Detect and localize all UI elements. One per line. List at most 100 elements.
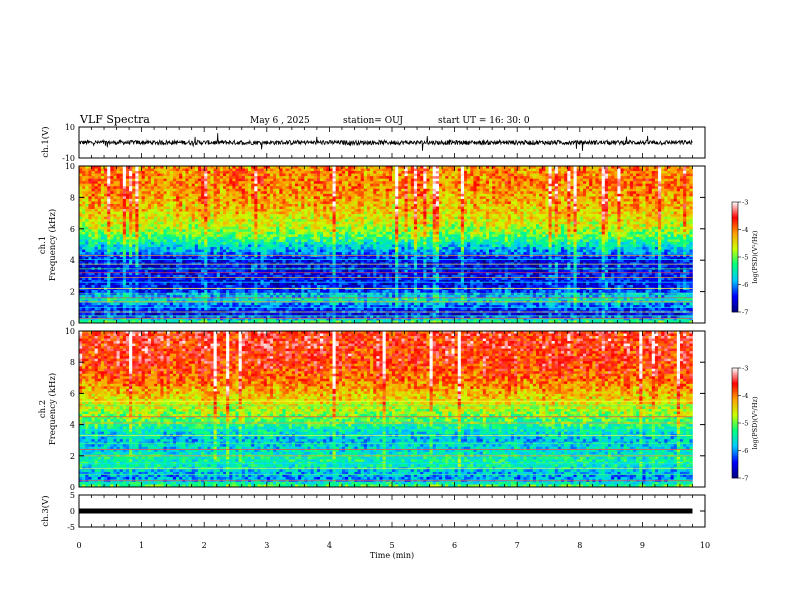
spectrogram-cell <box>379 171 383 174</box>
spectrogram-cell <box>85 183 89 187</box>
spectrogram-cell <box>370 183 374 187</box>
spectrogram-cell <box>435 211 440 215</box>
spectrogram-cell <box>79 166 83 169</box>
spectrogram-cell <box>398 224 402 228</box>
spectrogram-cell <box>417 211 421 215</box>
spectrogram-cell <box>407 173 412 177</box>
spectrogram-cell <box>323 166 327 169</box>
spectrogram-cell <box>470 176 474 179</box>
spectrogram-cell <box>238 188 243 192</box>
spectrogram-cell <box>476 166 480 169</box>
spectrogram-cell <box>260 221 264 225</box>
spectrogram-cell <box>492 219 496 223</box>
spectrogram-cell <box>586 168 590 172</box>
spectrogram-cell <box>420 168 424 172</box>
spectrogram-cell <box>510 221 515 225</box>
spectrogram-cell <box>642 181 646 185</box>
spectrogram-cell <box>138 226 142 230</box>
spectrogram-cell <box>169 168 174 172</box>
spectrogram-cell <box>82 221 86 225</box>
spectrogram-cell <box>79 214 83 217</box>
spectrogram-cell <box>197 219 202 223</box>
spectrogram-cell <box>667 198 671 202</box>
spectrogram-cell <box>163 186 167 190</box>
spectrogram-cell <box>138 219 142 223</box>
spectrogram-cell <box>636 209 640 212</box>
spectrogram-cell <box>589 209 593 212</box>
spectrogram-cell <box>160 171 164 174</box>
spectrogram-cell <box>329 171 333 174</box>
spectrogram-cell <box>376 193 380 197</box>
spectrogram-cell <box>661 196 665 200</box>
spectrogram-cell <box>388 219 393 223</box>
spectrogram-cell <box>266 178 271 182</box>
spectrogram-cell <box>354 196 358 200</box>
spectrogram-cell <box>210 198 214 202</box>
spectrogram-cell <box>589 219 593 223</box>
spectrogram-cell <box>294 198 299 202</box>
spectrogram-cell <box>551 203 556 207</box>
spectrogram-cell <box>366 211 371 215</box>
spectrogram-cell <box>567 203 571 207</box>
spectrogram-cell <box>388 173 393 177</box>
spectrogram-cell <box>636 221 640 225</box>
spectrogram-cell <box>407 219 412 223</box>
spectrogram-cell <box>307 178 311 182</box>
spectrogram-cell <box>639 178 643 182</box>
spectrogram-cell <box>476 171 480 174</box>
spectrogram-cell <box>654 166 659 169</box>
spectrogram-cell <box>122 193 127 197</box>
spectrogram-cell <box>191 211 196 215</box>
spectrogram-cell <box>338 183 343 187</box>
spectrogram-cell <box>598 196 603 200</box>
spectrogram-cell <box>138 181 142 185</box>
spectrogram-cell <box>626 216 631 220</box>
spectrogram-cell <box>257 224 261 228</box>
spectrogram-cell <box>366 168 371 172</box>
spectrogram-cell <box>442 186 446 190</box>
spectrogram-cell <box>648 221 653 225</box>
spectrogram-cell <box>116 209 120 212</box>
spectrogram-cell <box>360 226 365 230</box>
spectrogram-cell <box>185 214 189 217</box>
spectrogram-cell <box>567 173 571 177</box>
spectrogram-cell <box>348 171 352 174</box>
spectrogram-cell <box>573 219 577 223</box>
spectrogram-cell <box>357 211 361 215</box>
spectrogram-cell <box>179 193 183 197</box>
spectrogram-cell <box>207 173 211 177</box>
spectrogram-cell <box>88 198 92 202</box>
spectrogram-cell <box>354 206 358 210</box>
spectrogram-cell <box>448 224 452 228</box>
spectrogram-cell <box>141 203 146 207</box>
spectrogram-cell <box>307 198 311 202</box>
spectrogram-cell <box>576 168 581 172</box>
spectrogram-cell <box>670 188 674 192</box>
spectrogram-cell <box>154 219 158 223</box>
spectrogram-cell <box>354 221 358 225</box>
spectrogram-cell <box>617 224 621 228</box>
spectrogram-cell <box>413 211 418 215</box>
spectrogram-cell <box>144 178 149 182</box>
spectrogram-cell <box>526 166 531 169</box>
spectrogram-cell <box>144 183 149 187</box>
spectrogram-cell <box>294 203 299 207</box>
spectrogram-cell <box>232 224 236 228</box>
spectrogram-cell <box>204 206 208 210</box>
spectrogram-cell <box>94 211 99 215</box>
spectrogram-cell <box>570 191 574 195</box>
spectrogram-cell <box>545 198 549 202</box>
spectrogram-cell <box>241 211 246 215</box>
spectrogram-cell <box>257 201 261 205</box>
spectrogram-cell <box>607 166 612 169</box>
spectrogram-cell <box>260 216 264 220</box>
spectrogram-cell <box>454 183 459 187</box>
spectrogram-cell <box>366 214 371 217</box>
spectrogram-cell <box>648 214 653 217</box>
spectrogram-cell <box>507 193 512 197</box>
spectrogram-cell <box>410 193 415 197</box>
spectrogram-cell <box>388 183 393 187</box>
spectrogram-cell <box>567 176 571 179</box>
spectrogram-cell <box>122 188 127 192</box>
spectrogram-cell <box>291 203 296 207</box>
